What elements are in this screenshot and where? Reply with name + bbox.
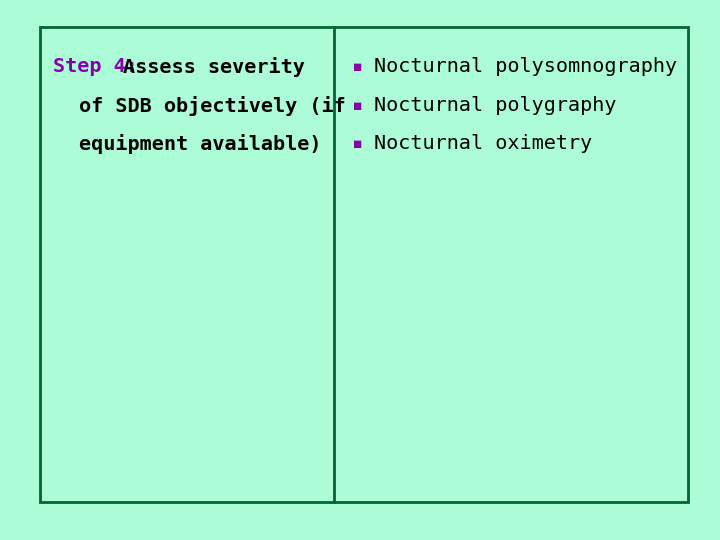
Text: Step 4:: Step 4: (53, 57, 138, 76)
Text: Nocturnal polysomnography: Nocturnal polysomnography (374, 57, 678, 76)
Text: of SDB objectively (if: of SDB objectively (if (79, 96, 346, 116)
FancyBboxPatch shape (40, 27, 688, 502)
Text: Nocturnal oximetry: Nocturnal oximetry (374, 134, 593, 153)
Text: Assess severity: Assess severity (123, 57, 305, 77)
Text: ▪: ▪ (353, 134, 364, 153)
Text: equipment available): equipment available) (79, 134, 321, 154)
Text: Nocturnal polygraphy: Nocturnal polygraphy (374, 96, 616, 114)
Text: ▪: ▪ (353, 57, 364, 76)
Text: ▪: ▪ (353, 96, 364, 114)
